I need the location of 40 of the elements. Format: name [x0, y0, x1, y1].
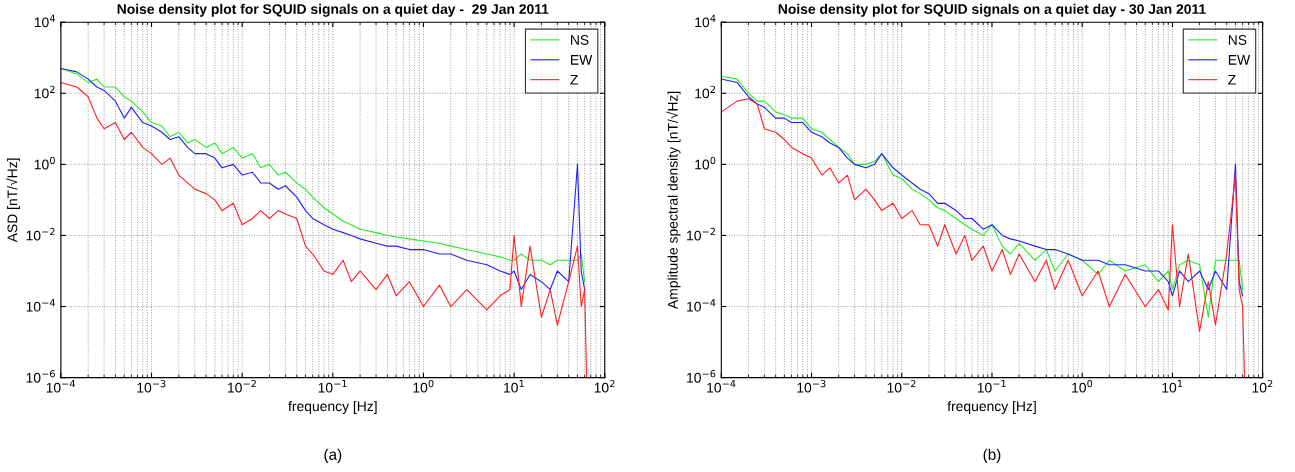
- text: (b): [983, 448, 1001, 463]
- x-tick-label: 10$^{0}$: [1072, 379, 1093, 393]
- x-tick-label: 10$^{−3}$: [797, 379, 826, 393]
- y-tick-label: 10$^{−4}$: [687, 299, 716, 312]
- y-tick-label: 10$^{−6}$: [26, 369, 55, 383]
- x-tick-label: 10$^{−4}$: [46, 380, 76, 393]
- y-tick-label: 10$^{2}$: [695, 85, 716, 99]
- y-tick-label: 10$^{4}$: [695, 14, 716, 28]
- x-tick-label: 10$^{2}$: [1252, 379, 1273, 393]
- y-axis-title: Amplitude spectral density [nT/√Hz]: [666, 91, 681, 310]
- y-tick-label: 10$^{−6}$: [687, 369, 716, 383]
- x-tick-label: 10$^{−3}$: [137, 379, 166, 393]
- x-tick-label: 10$^{−2}$: [228, 379, 256, 393]
- chart-title: Noise density plot for SQUID signals on a quiet day - 30 Jan 2011: [778, 3, 1206, 17]
- y-tick-label: 10$^{−2}$: [687, 227, 715, 241]
- legend-label: Z: [1228, 74, 1236, 85]
- legend-label: NS: [571, 35, 589, 45]
- x-axis-title: frequency [Hz]: [947, 400, 1036, 414]
- text: (a): [324, 448, 342, 463]
- x-tick-label: 10$^{−1}$: [318, 380, 347, 393]
- y-tick-label: 10$^{−4}$: [26, 299, 55, 312]
- y-tick-label: 10$^{4}$: [34, 14, 55, 28]
- x-tick-label: 10$^{0}$: [413, 379, 434, 393]
- legend-label: NS: [1228, 35, 1247, 45]
- y-tick-label: 10$^{−2}$: [26, 227, 55, 241]
- chart-title: Noise density plot for SQUID signals on a quiet day - 29 Jan 2011: [117, 3, 549, 17]
- x-tick-label: 10$^{2}$: [594, 379, 615, 393]
- x-tick-label: 10$^{−1}$: [977, 380, 1006, 393]
- y-axis-title: ASD [nT/√Hz]: [6, 158, 21, 243]
- x-tick-label: 10$^{1}$: [1162, 380, 1183, 393]
- y-tick-label: 10$^{0}$: [34, 156, 55, 170]
- x-tick-label: 10$^{−2}$: [887, 379, 916, 393]
- legend-label: EW: [1228, 55, 1251, 65]
- y-tick-label: 10$^{0}$: [695, 156, 716, 170]
- legend-label: EW: [571, 55, 593, 65]
- legend-label: Z: [570, 74, 578, 85]
- x-tick-label: 10$^{−4}$: [707, 380, 736, 393]
- x-axis-title: frequency [Hz]: [288, 400, 377, 414]
- x-tick-label: 10$^{1}$: [504, 380, 524, 393]
- y-tick-label: 10$^{2}$: [34, 85, 55, 99]
